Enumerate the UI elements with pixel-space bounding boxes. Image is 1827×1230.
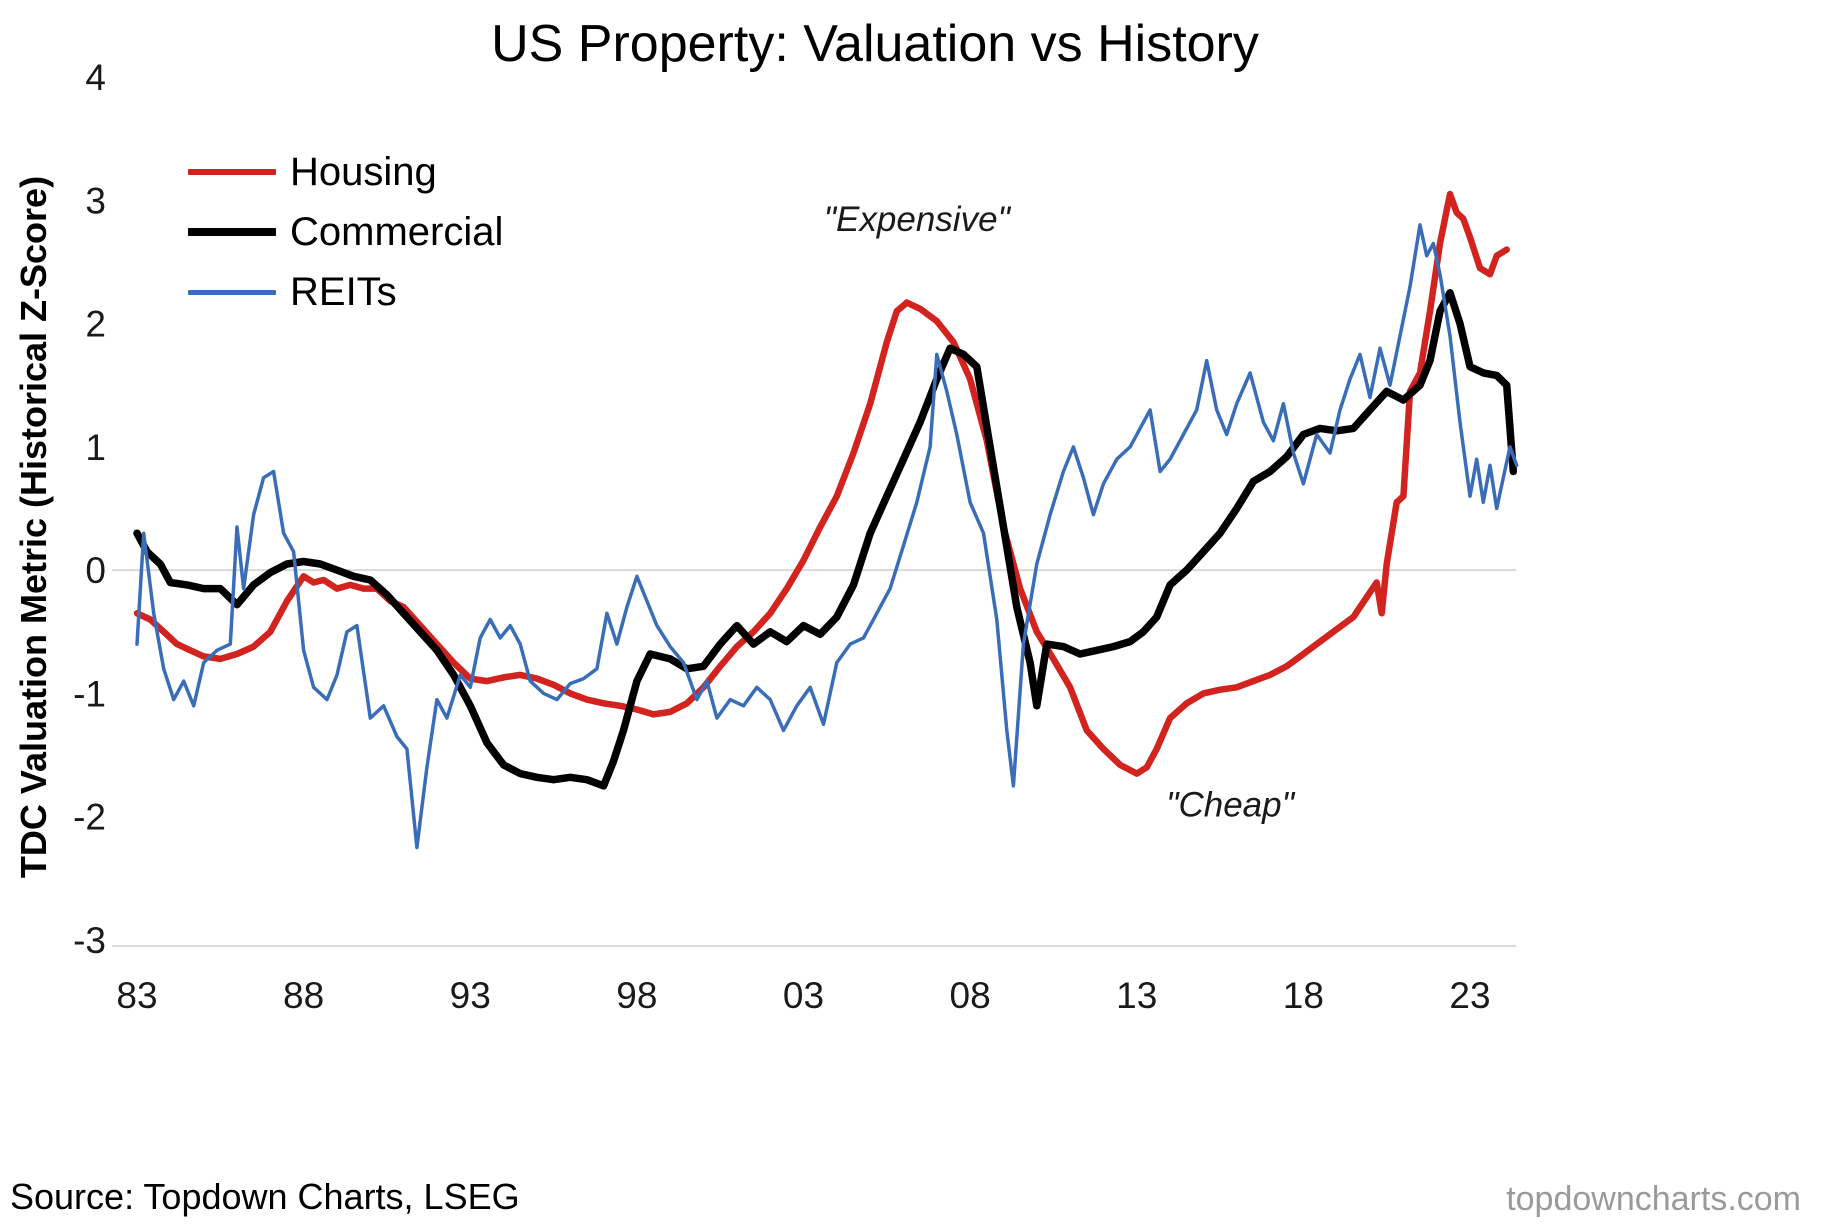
y-tick-label: -2: [73, 797, 106, 838]
legend-label: Commercial: [290, 210, 504, 254]
y-tick-label: 2: [85, 304, 106, 345]
x-tick-label: 98: [616, 975, 657, 1016]
source-text: Source: Topdown Charts, LSEG: [10, 1176, 520, 1217]
x-tick-label: 23: [1449, 975, 1490, 1016]
watermark-text: topdowncharts.com: [1506, 1180, 1801, 1218]
legend-swatch-reits: [188, 289, 276, 295]
legend: Housing Commercial REITs: [188, 150, 503, 314]
legend-item-reits: REITs: [188, 270, 503, 314]
legend-label: REITs: [290, 270, 397, 314]
x-tick-label: 13: [1116, 975, 1157, 1016]
x-tick-label: 18: [1283, 975, 1324, 1016]
annotation-expensive: "Expensive": [824, 200, 1012, 239]
commercial-line: [133, 289, 1518, 790]
x-tick-label: 83: [116, 975, 157, 1016]
x-tick-label: 03: [783, 975, 824, 1016]
reits-line: [135, 223, 1519, 850]
x-tick-label: 93: [450, 975, 491, 1016]
y-tick-label: -1: [73, 673, 106, 714]
y-tick-label: 0: [85, 550, 106, 591]
y-tick-label: 1: [85, 427, 106, 468]
legend-item-commercial: Commercial: [188, 210, 503, 254]
x-tick-label: 08: [950, 975, 991, 1016]
annotation-cheap: "Cheap": [1166, 786, 1296, 825]
legend-swatch-housing: [188, 168, 276, 176]
y-tick-label: 4: [85, 57, 106, 98]
housing-line: [133, 190, 1510, 777]
legend-label: Housing: [290, 150, 437, 194]
x-tick-label: 88: [283, 975, 324, 1016]
y-tick-label: -3: [73, 920, 106, 961]
legend-swatch-commercial: [188, 228, 276, 236]
chart-title: US Property: Valuation vs History: [491, 15, 1259, 73]
y-tick-label: 3: [85, 180, 106, 221]
legend-item-housing: Housing: [188, 150, 503, 194]
